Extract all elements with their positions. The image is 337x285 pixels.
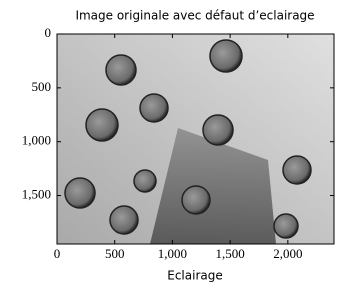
y-tick-label: 0 xyxy=(45,25,52,40)
image xyxy=(57,34,334,244)
x-axis-label: Eclairage xyxy=(167,269,223,283)
chart-title: Image originale avec défaut d’eclairage xyxy=(75,9,314,23)
x-tick-label: 500 xyxy=(105,246,125,261)
y-tick-label: 500 xyxy=(32,79,52,94)
chart: Image originale avec défaut d’eclairage … xyxy=(0,0,337,285)
x-tick-label: 2,000 xyxy=(273,246,302,261)
x-tick-label: 0 xyxy=(54,246,61,261)
x-tick-label: 1,500 xyxy=(216,246,245,261)
page: Image originale avec défaut d’eclairage … xyxy=(0,0,337,285)
y-tick-label: 1,500 xyxy=(22,187,51,202)
x-tick-label: 1,000 xyxy=(158,246,187,261)
y-tick-label: 1,000 xyxy=(22,133,51,148)
